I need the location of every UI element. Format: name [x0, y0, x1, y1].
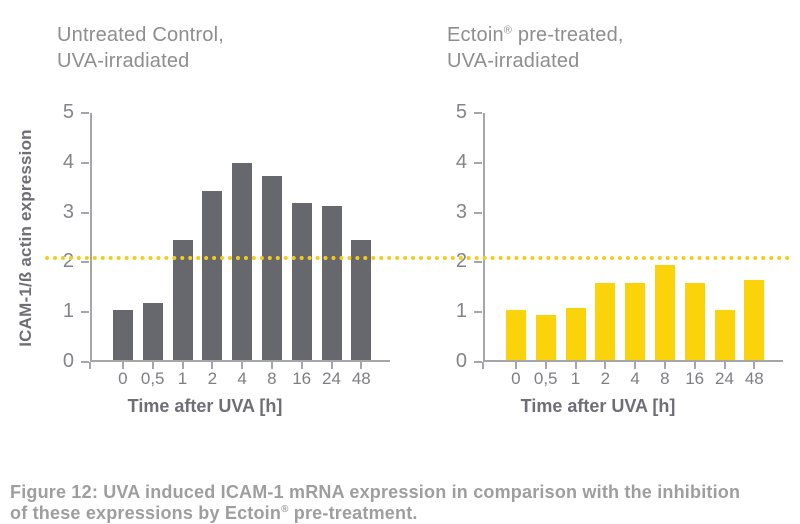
y-tick-label: 0 [455, 350, 467, 372]
x-axis-tick [514, 362, 517, 369]
x-tick-label: 8 [267, 369, 277, 388]
y-axis-tick [81, 261, 89, 264]
x-tick-label: 0 [118, 369, 128, 388]
x-axis-tick [360, 362, 363, 369]
x-axis-tick [482, 362, 484, 369]
x-axis-tick [723, 362, 726, 369]
y-axis-tick [474, 161, 482, 164]
bar-0h [505, 310, 526, 360]
x-tick-label: 2 [207, 369, 218, 388]
bar-4h [625, 282, 646, 360]
bar-16h [684, 282, 705, 360]
y-axis-title: ICAM-1/ß actin expression [16, 129, 35, 347]
x-axis-tick [544, 362, 547, 369]
bar-8h [261, 175, 282, 360]
x-tick-label: 24 [322, 369, 341, 388]
x-axis-tick [151, 362, 154, 369]
bar-8h [654, 265, 675, 360]
y-axis-tick [81, 211, 89, 214]
x-tick-label: 48 [744, 369, 764, 388]
bar-0,5h [142, 302, 163, 360]
chart-untreated-control: Untreated Control, UVA-irradiated ICAM-1/… [0, 0, 405, 450]
y-axis-tick [474, 112, 482, 114]
y-axis-tick [81, 311, 89, 314]
plot-area [483, 113, 783, 362]
y-axis-tick [474, 361, 482, 363]
bar-24h [321, 205, 342, 360]
plot-area [90, 113, 390, 362]
y-tick-label: 4 [455, 150, 467, 173]
x-tick-label: 16 [292, 369, 312, 388]
y-tick-label: 0 [62, 350, 74, 372]
x-axis-tick [604, 362, 607, 369]
bar-24h [714, 310, 735, 360]
registered-trademark-symbol: ® [503, 24, 513, 37]
y-tick-label: 3 [62, 200, 74, 223]
x-tick-label: 0 [511, 369, 521, 388]
y-axis-tick [81, 361, 89, 363]
x-tick-label: 0,5 [533, 369, 558, 388]
x-axis-tick [300, 362, 303, 369]
y-axis-tick [81, 161, 89, 164]
y-tick-label: 3 [455, 200, 467, 223]
bar-1h [565, 307, 586, 360]
x-tick-label: 48 [351, 369, 371, 388]
y-tick-label: 2 [455, 250, 467, 273]
x-axis-title: Time after UVA [h] [127, 396, 283, 416]
x-axis-tick [663, 362, 666, 369]
bar-0,5h [535, 315, 556, 360]
x-tick-label: 4 [237, 369, 247, 388]
y-tick-label: 1 [455, 300, 467, 323]
x-axis-tick [181, 362, 184, 369]
y-tick-label: 5 [62, 101, 74, 123]
x-tick-label: 8 [660, 369, 670, 388]
x-tick-label: 16 [685, 369, 705, 388]
x-tick-label: 4 [630, 369, 640, 388]
x-axis-tick [241, 362, 244, 369]
bar-2h [202, 190, 223, 360]
x-tick-label: 1 [177, 369, 188, 388]
bar-48h [351, 240, 372, 360]
chart-title: Untreated Control, UVA-irradiated [57, 24, 225, 72]
y-tick-label: 1 [62, 300, 74, 323]
chart-ectoin-pretreated: Ectoin® pre-treated, UVA-irradiated Time … [393, 0, 798, 450]
bar-16h [291, 203, 312, 360]
x-axis-tick [753, 362, 756, 369]
x-axis-tick [211, 362, 214, 369]
x-tick-label: 2 [600, 369, 611, 388]
x-tick-label: 0,5 [140, 369, 165, 388]
x-axis-tick [270, 362, 273, 369]
x-axis-tick [574, 362, 577, 369]
x-axis-tick [634, 362, 637, 369]
threshold-reference-line [45, 256, 790, 261]
bar-0h [112, 310, 133, 360]
registered-trademark-symbol: ® [281, 504, 289, 515]
figure-caption: Figure 12: UVA induced ICAM-1 mRNA expre… [10, 482, 741, 523]
bar-4h [232, 163, 253, 360]
x-axis-tick [693, 362, 696, 369]
y-tick-label: 2 [62, 250, 74, 273]
y-axis-title [409, 98, 431, 378]
y-axis-tick [474, 211, 482, 214]
y-axis-tick [81, 112, 89, 114]
bar-1h [172, 240, 193, 360]
x-tick-label: 24 [715, 369, 734, 388]
bar-48h [744, 280, 765, 360]
x-axis-tick [121, 362, 124, 369]
bar-2h [595, 282, 616, 360]
chart-title: Ectoin® pre-treated, UVA-irradiated [447, 24, 624, 72]
x-axis-tick [330, 362, 333, 369]
x-tick-label: 1 [570, 369, 581, 388]
y-tick-label: 5 [455, 101, 467, 123]
y-axis-tick [474, 261, 482, 264]
x-axis-title: Time after UVA [h] [520, 396, 676, 416]
x-axis-tick [89, 362, 91, 369]
y-axis-tick [474, 311, 482, 314]
y-tick-label: 4 [62, 150, 74, 173]
